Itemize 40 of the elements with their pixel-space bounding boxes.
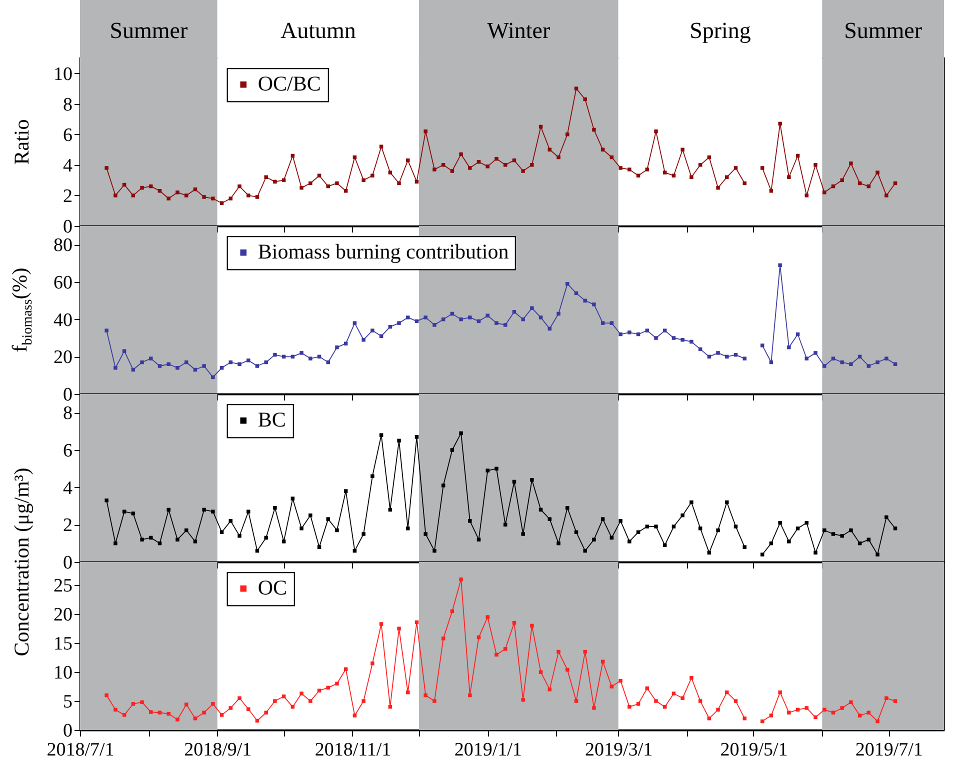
legend-label: OC [258, 576, 288, 600]
y-tick-label: 40 [54, 310, 72, 331]
x-tick-label: 2019/7/1 [855, 740, 923, 760]
band-label: Spring [690, 18, 752, 43]
band-label: Summer [844, 18, 922, 43]
y-tick-label: 0 [63, 552, 72, 574]
x-tick-label: 2018/11/1 [314, 740, 392, 760]
y-tick-label: 20 [54, 347, 72, 368]
x-tick-label: 2019/1/1 [454, 740, 522, 760]
legend-label: OC/BC [258, 72, 321, 96]
y-axis-title: Concentration (μg/m³) [10, 468, 34, 656]
band-label: Autumn [280, 18, 356, 43]
x-tick-label: 2018/7/1 [46, 740, 114, 760]
y-tick-label: 80 [54, 235, 72, 256]
y-tick-label: 8 [63, 403, 72, 424]
y-tick-label: 0 [63, 216, 72, 238]
y-tick-label: 6 [63, 124, 72, 146]
legend-label: BC [258, 408, 286, 432]
y-axis-title: Ratio [10, 119, 34, 165]
y-tick-label: 4 [63, 478, 73, 499]
y-tick-label: 60 [54, 272, 72, 294]
y-tick-label: 2 [63, 186, 72, 207]
y-tick-label: 20 [54, 604, 72, 626]
band-label: Winter [487, 18, 550, 43]
y-tick-label: 15 [54, 634, 72, 655]
y-tick-label: 0 [63, 720, 72, 742]
legend-label: Biomass burning contribution [258, 240, 510, 264]
y-tick-label: 10 [54, 662, 72, 684]
y-tick-label: 2 [63, 515, 72, 536]
x-tick-label: 2019/3/1 [585, 740, 653, 760]
x-tick-label: 2018/9/1 [184, 740, 252, 760]
y-tick-label: 25 [54, 576, 72, 597]
y-tick-label: 4 [63, 155, 73, 176]
y-tick-label: 5 [63, 692, 72, 713]
y-tick-label: 0 [63, 384, 72, 406]
y-tick-label: 8 [63, 94, 72, 116]
y-tick-label: 6 [63, 440, 72, 462]
y-tick-label: 10 [54, 64, 72, 85]
band-label: Summer [110, 18, 188, 43]
x-tick-label: 2019/5/1 [720, 740, 788, 760]
